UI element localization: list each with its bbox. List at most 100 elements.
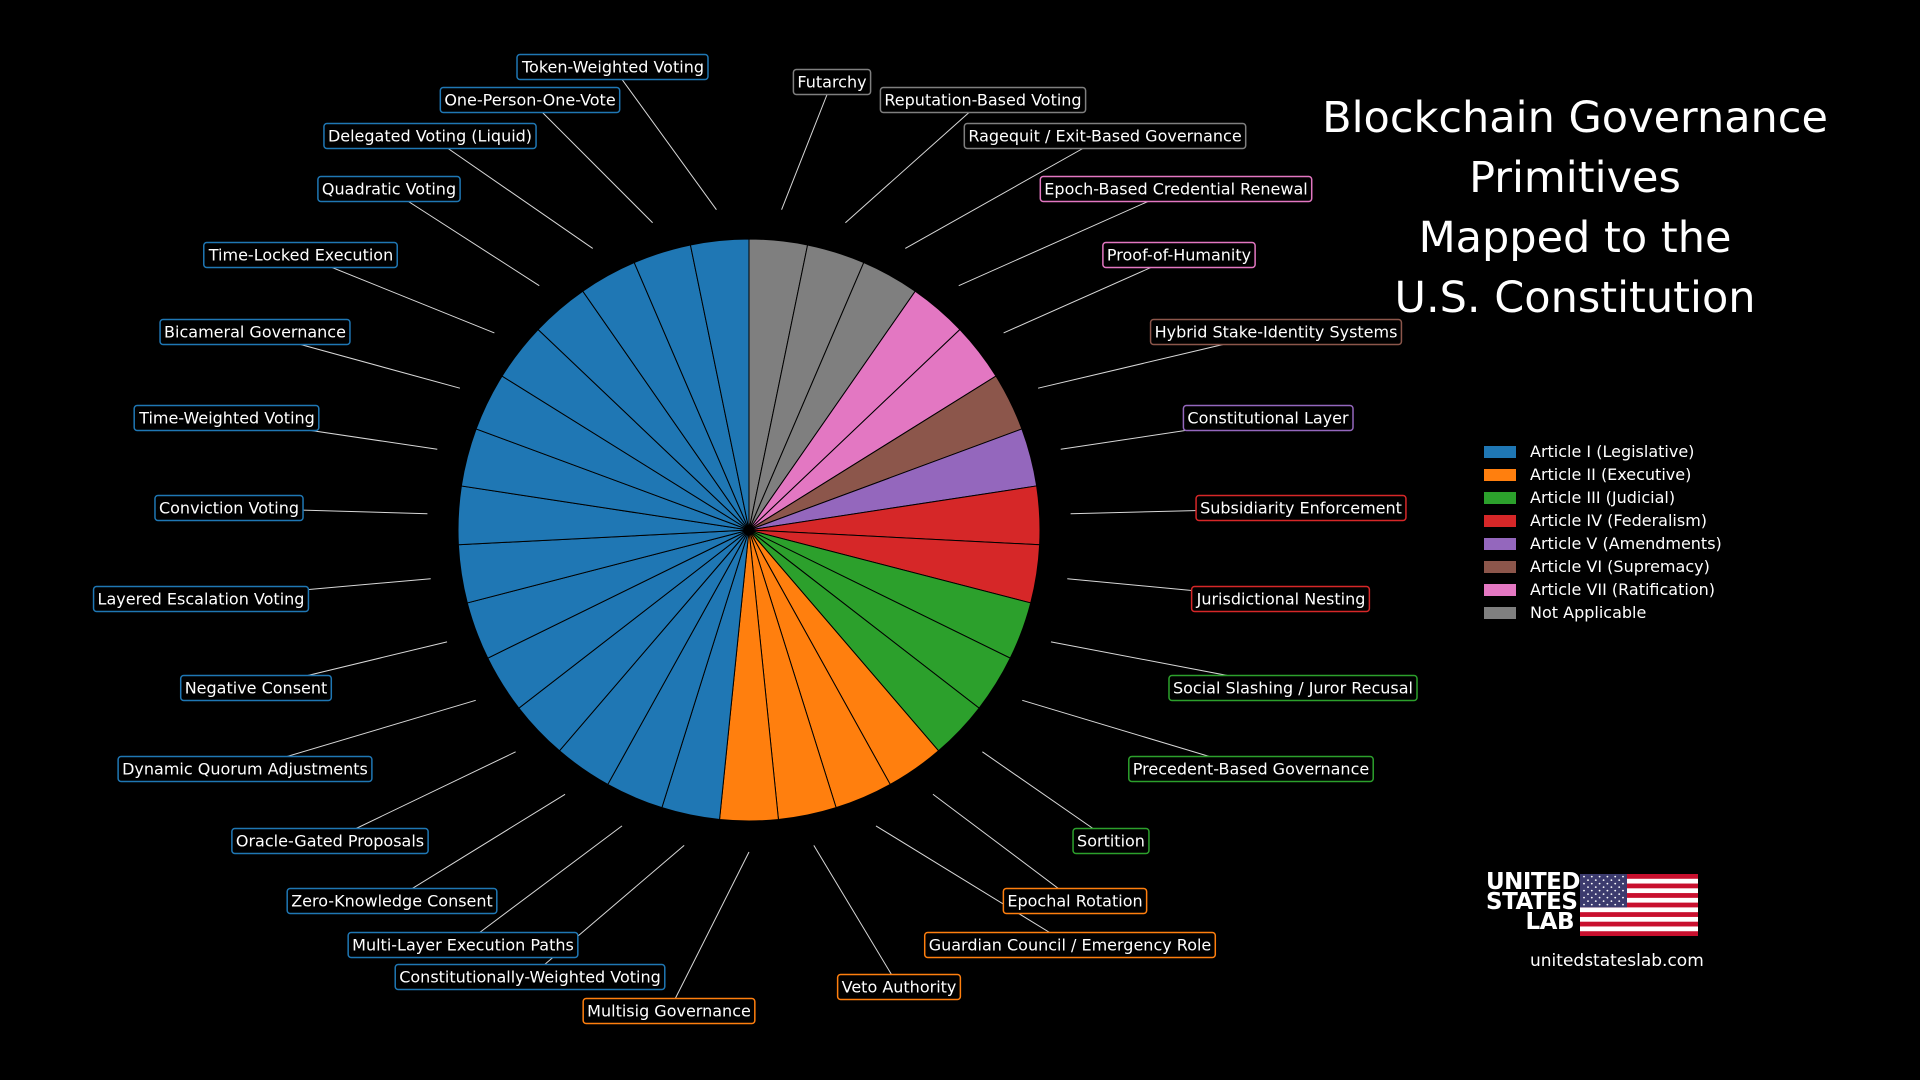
pie-label-box bbox=[879, 86, 1087, 114]
pie-label-veto-authority: Veto Authority bbox=[836, 973, 962, 1001]
flag-star-icon bbox=[1622, 896, 1624, 899]
pie-label-text: Negative Consent bbox=[185, 679, 328, 698]
pie-label-box bbox=[394, 963, 666, 991]
chart-title-line-1: Blockchain Governance bbox=[1322, 93, 1828, 143]
pie-label-text: Subsidiarity Enforcement bbox=[1200, 499, 1402, 518]
legend-item-article-iv-federalism: Article IV (Federalism) bbox=[1484, 509, 1722, 532]
pie-label-box bbox=[1128, 755, 1374, 783]
pie-label-quadratic-voting: Quadratic Voting bbox=[317, 175, 461, 203]
pie-label-box bbox=[1039, 175, 1313, 203]
pie-label-box bbox=[159, 318, 351, 346]
flag-star-icon bbox=[1587, 886, 1589, 888]
pie-label-text: Constitutionally-Weighted Voting bbox=[399, 968, 661, 987]
flag-star-icon bbox=[1594, 900, 1597, 902]
pie-label-text: Epoch-Based Credential Renewal bbox=[1044, 180, 1307, 199]
leader-line-epochal-rotation bbox=[932, 793, 1076, 902]
flag-star-icon bbox=[1614, 896, 1617, 899]
flag-star-icon bbox=[1610, 879, 1613, 881]
pie-label-text: Constitutional Layer bbox=[1187, 409, 1349, 428]
legend-item-article-iii-judicial: Article III (Judicial) bbox=[1484, 486, 1722, 509]
flag-star-icon bbox=[1606, 896, 1609, 899]
pie-label-box bbox=[323, 122, 537, 150]
leader-line-epoch-based-credential-renewal bbox=[958, 188, 1177, 287]
flag-star-icon bbox=[1583, 875, 1585, 878]
legend-label: Article VI (Supremacy) bbox=[1530, 557, 1710, 576]
legend-swatch bbox=[1484, 537, 1516, 550]
pie-label-box bbox=[1168, 674, 1418, 702]
legend-label: Article VII (Ratification) bbox=[1530, 580, 1715, 599]
flag-star-icon bbox=[1606, 882, 1609, 885]
pie-label-box bbox=[347, 931, 579, 959]
flag-star-icon bbox=[1590, 889, 1593, 892]
leader-line-one-person-one-vote bbox=[529, 99, 653, 224]
brand-url: unitedstateslab.com bbox=[1530, 951, 1704, 971]
pie-label-text: Zero-Knowledge Consent bbox=[291, 892, 493, 911]
pie-label-token-weighted-voting: Token-Weighted Voting bbox=[516, 53, 709, 81]
flag-star-icon bbox=[1587, 893, 1589, 895]
flag-star-icon bbox=[1583, 882, 1585, 885]
pie-label-text: Conviction Voting bbox=[159, 499, 299, 518]
legend-item-article-v-amendments: Article V (Amendments) bbox=[1484, 532, 1722, 555]
pie-label-constitutional-layer: Constitutional Layer bbox=[1182, 404, 1354, 432]
legend-item-article-ii-executive: Article II (Executive) bbox=[1484, 463, 1722, 486]
pie-label-proof-of-humanity: Proof-of-Humanity bbox=[1102, 241, 1256, 269]
pie-label-text: Ragequit / Exit-Based Governance bbox=[968, 127, 1241, 146]
flag-star-icon bbox=[1622, 875, 1624, 878]
flag-star-icon bbox=[1598, 875, 1601, 878]
pie-label-text: Hybrid Stake-Identity Systems bbox=[1155, 323, 1398, 342]
flag-star-icon bbox=[1606, 875, 1609, 878]
flag-star-icon bbox=[1594, 886, 1597, 888]
pie-label-text: Token-Weighted Voting bbox=[521, 58, 704, 77]
pie-label-text: Futarchy bbox=[797, 73, 866, 92]
leader-line-ragequit-exit-based-governance bbox=[905, 135, 1106, 249]
pie-label-text: Proof-of-Humanity bbox=[1107, 246, 1251, 265]
pie-label-text: Time-Locked Execution bbox=[208, 246, 393, 265]
legend-swatch bbox=[1484, 491, 1516, 504]
pie-label-box bbox=[963, 122, 1247, 150]
pie-label-time-weighted-voting: Time-Weighted Voting bbox=[133, 404, 320, 432]
pie-leader-lines bbox=[200, 66, 1302, 1012]
pie-label-box bbox=[792, 68, 872, 96]
pie-label-text: Social Slashing / Juror Recusal bbox=[1173, 679, 1413, 698]
legend-swatch bbox=[1484, 583, 1516, 596]
flag-star-icon bbox=[1602, 879, 1605, 881]
pie-label-box bbox=[154, 494, 304, 522]
flag-star-icon bbox=[1583, 889, 1585, 892]
pie-label-box bbox=[231, 827, 429, 855]
legend-label: Article IV (Federalism) bbox=[1530, 511, 1708, 530]
pie-label-text: Veto Authority bbox=[842, 978, 957, 997]
flag-star-icon bbox=[1618, 886, 1621, 888]
brand-logo: UNITED STATES LAB bbox=[1486, 871, 1698, 936]
flag-star-icon bbox=[1594, 879, 1597, 881]
leader-line-oracle-gated-proposals bbox=[329, 751, 516, 842]
pie-label-text: Oracle-Gated Proposals bbox=[236, 832, 424, 851]
brand-wordmark: UNITED STATES LAB bbox=[1486, 871, 1580, 934]
pie-label-box bbox=[1072, 827, 1150, 855]
pie-label-box bbox=[133, 404, 320, 432]
pie-label-subsidiarity-enforcement: Subsidiarity Enforcement bbox=[1195, 494, 1407, 522]
flag-star-icon bbox=[1594, 893, 1597, 895]
flag-star-icon bbox=[1583, 896, 1585, 899]
chart-title-line-2: Primitives bbox=[1469, 153, 1681, 203]
chart-title-line-3: Mapped to the bbox=[1418, 213, 1732, 263]
brand-line-2: STATES bbox=[1486, 889, 1578, 915]
pie-label-text: Jurisdictional Nesting bbox=[1196, 590, 1366, 609]
legend-swatch bbox=[1484, 514, 1516, 527]
leader-line-token-weighted-voting bbox=[612, 66, 717, 210]
flag-star-icon bbox=[1610, 900, 1613, 902]
flag-star-icon bbox=[1618, 879, 1621, 881]
flag-star-icon bbox=[1610, 893, 1613, 895]
pie-label-box bbox=[203, 241, 398, 269]
flag-star-icon bbox=[1602, 893, 1605, 895]
pie-label-layered-escalation-voting: Layered Escalation Voting bbox=[92, 585, 310, 613]
legend-label: Article V (Amendments) bbox=[1530, 534, 1722, 553]
legend-item-article-vii-ratification: Article VII (Ratification) bbox=[1484, 578, 1722, 601]
pie-label-text: Delegated Voting (Liquid) bbox=[328, 127, 532, 146]
flag-star-icon bbox=[1602, 900, 1605, 902]
leader-line-delegated-voting-liquid bbox=[429, 135, 594, 249]
leader-line-futarchy bbox=[781, 81, 833, 210]
pie-slices bbox=[457, 238, 1041, 822]
pie-label-box bbox=[1102, 241, 1256, 269]
pie-label-text: Precedent-Based Governance bbox=[1133, 760, 1369, 779]
